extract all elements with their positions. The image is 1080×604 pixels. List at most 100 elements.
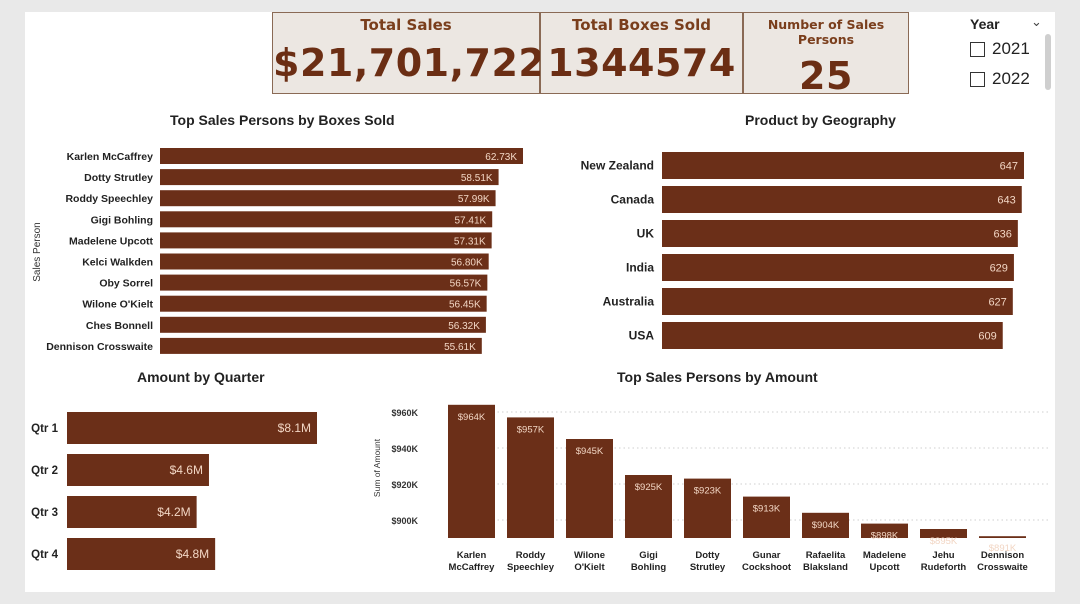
x-tick-label: Blaksland bbox=[803, 562, 848, 573]
slicer-option-label: 2022 bbox=[992, 69, 1030, 88]
bar bbox=[67, 454, 209, 486]
bar bbox=[920, 529, 967, 538]
bar bbox=[662, 220, 1018, 247]
bar bbox=[684, 478, 731, 538]
chart-amount-salesperson: $900K $920K $940K $960K Sum of Amount $964K Ka… bbox=[372, 404, 1050, 573]
x-tick-label: Upcott bbox=[869, 562, 900, 573]
x-tick-label: Gigi bbox=[639, 550, 657, 561]
y-tick-label: $940K bbox=[391, 444, 418, 454]
category-label: UK bbox=[637, 227, 655, 241]
checkbox-icon[interactable] bbox=[970, 71, 985, 87]
bar bbox=[625, 475, 672, 538]
data-label: 56.57K bbox=[450, 279, 482, 290]
data-label: 609 bbox=[978, 331, 996, 343]
kpi-value: 1344574 bbox=[547, 41, 736, 85]
slicer-option-2022[interactable]: 2022 bbox=[970, 69, 1030, 89]
bar bbox=[566, 439, 613, 538]
category-label: India bbox=[626, 261, 654, 275]
data-label: $957K bbox=[517, 424, 545, 435]
data-label: 647 bbox=[1000, 161, 1018, 173]
y-tick-label: $960K bbox=[391, 408, 418, 418]
x-tick-label: Gunar bbox=[753, 550, 781, 561]
bar bbox=[67, 496, 197, 528]
data-label: 56.32K bbox=[448, 321, 480, 332]
category-label: Ches Bonnell bbox=[86, 320, 153, 332]
category-label: Dotty Strutley bbox=[84, 172, 153, 184]
data-label: $945K bbox=[576, 446, 604, 457]
bar bbox=[160, 316, 486, 333]
kpi-value: 25 bbox=[799, 54, 853, 98]
kpi-title: Number of Sales Persons bbox=[767, 17, 885, 47]
data-label: 627 bbox=[988, 297, 1006, 309]
data-label: $4.6M bbox=[170, 463, 203, 477]
bar bbox=[160, 148, 523, 164]
data-label: $895K bbox=[930, 536, 958, 547]
x-tick-label: Roddy bbox=[516, 550, 546, 561]
chart-title-geography: Product by Geography bbox=[745, 112, 896, 128]
axis-title: Sales Person bbox=[32, 222, 43, 281]
category-label: Karlen McCaffrey bbox=[67, 151, 154, 163]
data-label: $8.1M bbox=[278, 421, 311, 435]
kpi-card-total-sales: Total Sales $21,701,722 bbox=[272, 12, 545, 94]
data-label: $898K bbox=[871, 531, 899, 542]
data-label: $925K bbox=[635, 482, 663, 493]
checkbox-icon[interactable] bbox=[970, 41, 985, 57]
bar bbox=[160, 232, 492, 249]
data-label: 57.41K bbox=[455, 215, 487, 226]
chart-title-boxes: Top Sales Persons by Boxes Sold bbox=[170, 112, 395, 128]
category-label: Madelene Upcott bbox=[69, 235, 154, 247]
axis-title: Sum of Amount bbox=[372, 438, 382, 497]
bar bbox=[662, 186, 1022, 213]
data-label: 56.80K bbox=[451, 258, 483, 269]
category-label: Qtr 4 bbox=[31, 549, 58, 561]
year-slicer[interactable]: Year ⌄ 2021 2022 bbox=[963, 12, 1053, 102]
chart-product-geography: New Zealand 647 Canada 643 UK 636 India 629 Aust… bbox=[581, 152, 1024, 349]
data-label: $4.8M bbox=[176, 547, 209, 561]
chart-amount-quarter: Qtr 1 $8.1M Qtr 2 $4.6M Qtr 3 $4.2M Qtr 4 $4.8M bbox=[31, 412, 317, 570]
data-label: 56.45K bbox=[449, 300, 481, 311]
bar bbox=[662, 254, 1014, 281]
data-label: $964K bbox=[458, 412, 486, 423]
x-tick-label: Crosswaite bbox=[977, 562, 1028, 573]
data-label: $4.2M bbox=[157, 505, 190, 519]
category-label: Australia bbox=[603, 295, 655, 309]
kpi-card-sales-persons: Number of Sales Persons 25 bbox=[743, 12, 909, 98]
bar bbox=[160, 337, 482, 354]
data-label: $904K bbox=[812, 520, 840, 531]
data-label: $913K bbox=[753, 504, 781, 515]
bar bbox=[160, 295, 487, 312]
category-label: Dennison Crosswaite bbox=[46, 341, 153, 353]
x-tick-label: Bohling bbox=[631, 562, 667, 573]
x-tick-label: Jehu bbox=[932, 550, 954, 561]
data-label: $891K bbox=[989, 543, 1017, 554]
x-tick-label: Madelene bbox=[863, 550, 906, 561]
bar bbox=[160, 190, 496, 207]
data-label: 636 bbox=[993, 229, 1011, 241]
y-tick-label: $920K bbox=[391, 480, 418, 490]
chart-boxes-sold: Karlen McCaffrey 62.73K Dotty Strutley 58.5… bbox=[32, 148, 523, 354]
x-tick-label: Strutley bbox=[690, 562, 726, 573]
chart-title-amount: Top Sales Persons by Amount bbox=[617, 369, 818, 385]
bar bbox=[662, 288, 1013, 315]
x-tick-label: McCaffrey bbox=[449, 562, 496, 573]
bar bbox=[160, 274, 488, 291]
bar bbox=[507, 417, 554, 538]
data-label: 58.51K bbox=[461, 173, 493, 184]
data-label: 629 bbox=[990, 263, 1008, 275]
kpi-card-total-boxes: Total Boxes Sold 1344574 bbox=[540, 12, 743, 94]
chevron-down-icon[interactable]: ⌄ bbox=[1031, 14, 1042, 29]
data-label: 55.61K bbox=[444, 342, 476, 353]
data-label: 643 bbox=[997, 195, 1015, 207]
bar bbox=[662, 152, 1024, 179]
x-tick-label: Rafaelita bbox=[806, 550, 846, 561]
bar bbox=[160, 253, 489, 270]
bar bbox=[802, 512, 849, 538]
x-tick-label: Speechley bbox=[507, 562, 555, 573]
slicer-option-label: 2021 bbox=[992, 39, 1030, 58]
slicer-title: Year bbox=[970, 16, 1000, 32]
slicer-option-2021[interactable]: 2021 bbox=[970, 39, 1030, 59]
scrollbar[interactable] bbox=[1045, 34, 1051, 90]
category-label: Qtr 2 bbox=[31, 465, 58, 477]
bar bbox=[160, 211, 493, 228]
chart-title-quarter: Amount by Quarter bbox=[137, 369, 265, 385]
